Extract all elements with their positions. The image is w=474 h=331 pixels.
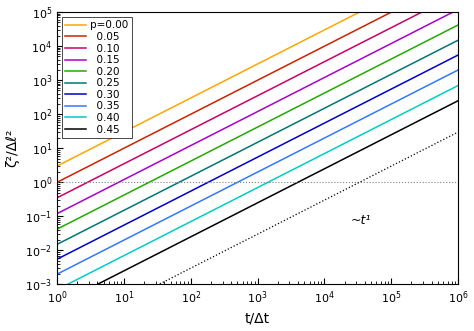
  0.10	[249, 97, 255, 101]
  0.20	[249, 128, 255, 132]
  0.40	[456, 83, 461, 87]
  0.20	[444, 29, 449, 33]
Line:   0.05: 0.05	[57, 0, 458, 182]
  0.30	[54, 257, 60, 261]
p=0.00	[74, 154, 80, 158]
  0.35	[370, 112, 376, 116]
  0.25	[444, 44, 449, 48]
Y-axis label: ζ²/Δℓ²: ζ²/Δℓ²	[6, 129, 19, 167]
Text: ~t¹: ~t¹	[351, 214, 372, 227]
  0.05	[238, 86, 244, 90]
p=0.00	[370, 3, 376, 7]
  0.40	[370, 127, 376, 131]
  0.05	[370, 20, 376, 24]
  0.30	[370, 96, 376, 100]
Line: p=0.00: p=0.00	[57, 0, 458, 166]
Line:   0.45: 0.45	[57, 101, 458, 305]
  0.15	[238, 118, 244, 122]
  0.15	[74, 201, 80, 205]
  0.35	[249, 173, 255, 177]
  0.10	[370, 35, 376, 39]
  0.30	[238, 164, 244, 167]
  0.25	[444, 44, 449, 48]
Line:   0.15: 0.15	[57, 10, 458, 214]
  0.40	[74, 277, 80, 281]
  0.35	[456, 68, 461, 72]
  0.10	[238, 102, 244, 106]
  0.05	[54, 180, 60, 184]
Line:   0.40: 0.40	[57, 85, 458, 290]
  0.30	[249, 158, 255, 162]
  0.15	[370, 51, 376, 55]
  0.15	[54, 212, 60, 216]
  0.35	[444, 74, 449, 78]
p=0.00	[238, 70, 244, 74]
  0.35	[74, 262, 80, 266]
  0.05	[249, 81, 255, 85]
Legend: p=0.00,   0.05,   0.10,   0.15,   0.20,   0.25,   0.30,   0.35,   0.40,   0.45: p=0.00, 0.05, 0.10, 0.15, 0.20, 0.25, 0.…	[62, 17, 132, 138]
  0.40	[444, 90, 449, 94]
  0.10	[444, 0, 449, 2]
  0.10	[54, 196, 60, 200]
  0.15	[456, 8, 461, 12]
  0.35	[238, 178, 244, 182]
  0.20	[456, 23, 461, 27]
p=0.00	[54, 164, 60, 168]
  0.30	[444, 59, 449, 63]
  0.45	[370, 142, 376, 146]
  0.35	[444, 74, 449, 78]
  0.40	[444, 89, 449, 93]
  0.15	[444, 13, 449, 17]
  0.25	[370, 82, 376, 86]
Line:   0.20: 0.20	[57, 25, 458, 229]
X-axis label: t/Δt: t/Δt	[245, 311, 270, 325]
  0.20	[370, 67, 376, 71]
  0.45	[444, 105, 449, 109]
  0.15	[444, 14, 449, 18]
  0.25	[54, 242, 60, 246]
  0.25	[74, 232, 80, 236]
  0.35	[54, 272, 60, 276]
Line:   0.35: 0.35	[57, 70, 458, 274]
  0.20	[74, 217, 80, 221]
  0.40	[238, 194, 244, 198]
  0.30	[456, 53, 461, 57]
  0.20	[54, 227, 60, 231]
  0.25	[249, 143, 255, 147]
  0.45	[444, 105, 449, 109]
  0.45	[74, 293, 80, 297]
  0.25	[238, 149, 244, 153]
  0.45	[456, 99, 461, 103]
Line:   0.10: 0.10	[57, 0, 458, 198]
  0.40	[249, 188, 255, 192]
  0.20	[238, 133, 244, 137]
  0.45	[54, 303, 60, 307]
  0.10	[444, 0, 449, 2]
  0.45	[238, 209, 244, 213]
Line:   0.25: 0.25	[57, 40, 458, 244]
  0.45	[249, 204, 255, 208]
  0.15	[249, 113, 255, 117]
p=0.00	[249, 65, 255, 69]
  0.40	[54, 288, 60, 292]
  0.30	[444, 59, 449, 63]
  0.20	[444, 29, 449, 33]
  0.30	[74, 247, 80, 251]
  0.05	[74, 170, 80, 174]
  0.25	[456, 38, 461, 42]
  0.10	[74, 185, 80, 189]
Line:   0.30: 0.30	[57, 55, 458, 259]
